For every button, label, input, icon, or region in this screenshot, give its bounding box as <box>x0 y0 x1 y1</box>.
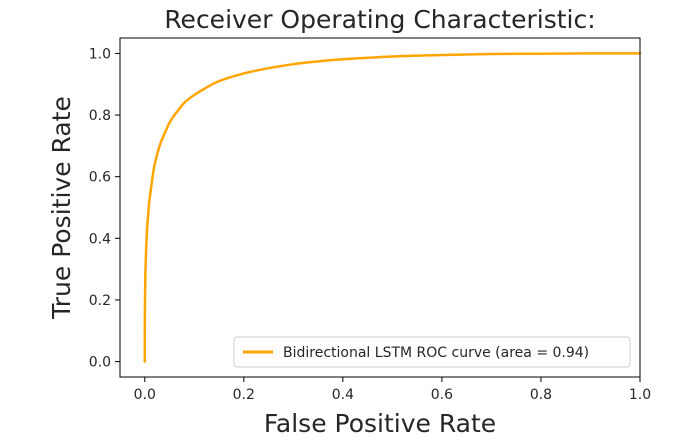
y-tick-label: 0.6 <box>89 170 111 186</box>
x-axis-title: False Positive Rate <box>264 409 496 438</box>
y-axis-title: True Positive Rate <box>47 96 76 320</box>
y-tick-label: 1.0 <box>89 46 111 62</box>
x-tick-label: 0.4 <box>332 387 354 403</box>
y-axis-ticks: 0.0 0.2 0.4 0.6 0.8 1.0 <box>89 46 120 371</box>
roc-curve-line <box>143 52 642 363</box>
y-tick-label: 0.0 <box>89 355 111 371</box>
x-tick-label: 1.0 <box>629 387 651 403</box>
y-tick-label: 0.4 <box>89 231 111 247</box>
x-tick-label: 0.8 <box>530 387 552 403</box>
legend: Bidirectional LSTM ROC curve (area = 0.9… <box>233 336 631 368</box>
plot-frame <box>119 37 641 378</box>
y-tick-label: 0.8 <box>89 108 111 124</box>
y-tick-label: 0.2 <box>89 293 111 309</box>
x-tick-label: 0.0 <box>134 387 156 403</box>
series-layer <box>143 52 642 363</box>
chart-title: Receiver Operating Characteristic: <box>164 5 595 34</box>
legend-box <box>233 336 631 368</box>
x-tick-label: 0.2 <box>233 387 255 403</box>
legend-label: Bidirectional LSTM ROC curve (area = 0.9… <box>283 345 589 361</box>
x-axis-ticks: 0.0 0.2 0.4 0.6 0.8 1.0 <box>134 377 651 403</box>
x-tick-label: 0.6 <box>431 387 453 403</box>
